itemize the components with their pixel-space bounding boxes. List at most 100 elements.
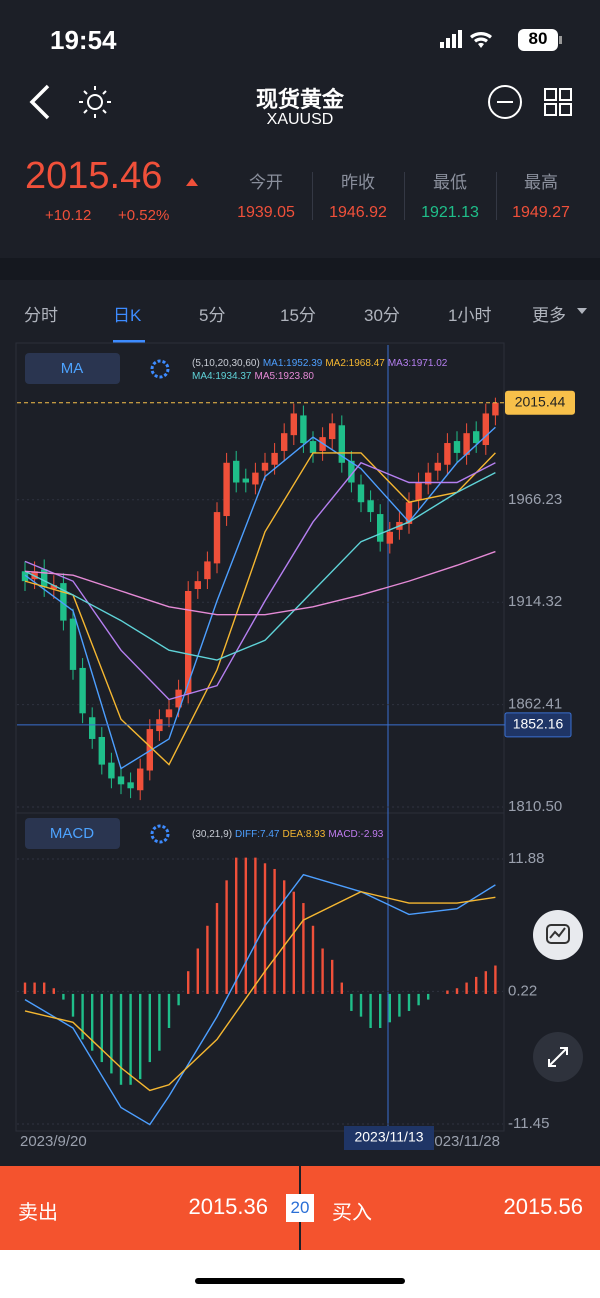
- candle-body: [79, 667, 86, 714]
- legend: (5,10,20,30,60) MA1:1952.39 MA2:1968.47 MA3…: [192, 358, 448, 369]
- candle-body: [185, 590, 192, 694]
- title: 现货黄金: [255, 87, 344, 112]
- crosshair-date: 2023/11/13: [354, 1129, 423, 1145]
- candle-body: [281, 433, 288, 451]
- macd-bar: [148, 993, 151, 1063]
- macd-bar: [167, 993, 171, 1028]
- macd-bar: [196, 948, 199, 994]
- settings-icon[interactable]: [150, 359, 170, 379]
- candle-body: [50, 585, 57, 590]
- candle-body: [377, 514, 384, 542]
- tab[interactable]: 分时: [24, 306, 58, 325]
- candle-body: [233, 460, 240, 483]
- indicator-button[interactable]: [25, 818, 120, 849]
- macd-bar: [359, 993, 363, 1017]
- macd-bar: [100, 993, 103, 1063]
- indicator-name: MACD: [50, 825, 94, 842]
- ma-line: [24, 472, 496, 661]
- indicator-button[interactable]: [25, 353, 120, 384]
- candle-body: [309, 441, 317, 453]
- macd-bar: [129, 993, 132, 1085]
- candle-body: [348, 460, 355, 483]
- candle-body: [415, 482, 422, 501]
- symbol: XAUUSD: [266, 111, 334, 128]
- buy-label[interactable]: 买入: [332, 1202, 372, 1224]
- tab[interactable]: 1小时: [448, 306, 492, 325]
- macd-bar: [33, 982, 36, 994]
- macd-bar: [369, 993, 372, 1028]
- tab[interactable]: 30分: [364, 306, 400, 325]
- macd-bar: [110, 993, 113, 1074]
- candle-body: [146, 729, 153, 771]
- macd-bar: [407, 993, 411, 1011]
- macd-bar: [81, 993, 84, 1040]
- stat-value: 1949.27: [512, 204, 570, 221]
- price: 2015.46: [25, 155, 163, 197]
- stat-label: 最高: [524, 173, 558, 192]
- macd-bar: [446, 990, 449, 994]
- macd-bar: [215, 903, 219, 994]
- tab-active[interactable]: 日K: [113, 306, 142, 325]
- settings-icon[interactable]: [150, 824, 170, 844]
- macd-bar: [292, 891, 295, 994]
- macd-bar: [62, 993, 65, 1000]
- candle-body: [444, 443, 451, 465]
- macd-bar: [43, 982, 46, 994]
- candle-body: [367, 500, 374, 513]
- candle-body: [204, 561, 211, 580]
- candle-body: [89, 717, 96, 739]
- legend: (30,21,9) DIFF:7.47 DEA:8.93 MACD:-2.93: [192, 829, 384, 840]
- up-arrow: [186, 178, 198, 186]
- candle-body: [117, 776, 125, 785]
- candle-body: [463, 433, 470, 455]
- panel: [15, 812, 505, 1132]
- macd-bar: [206, 925, 209, 994]
- macd-bar: [484, 971, 487, 994]
- macd-bar: [417, 993, 420, 1006]
- clock: 19:54: [50, 25, 117, 55]
- y-tick-label: 11.88: [508, 850, 544, 867]
- y-tick-label: 1862.41: [508, 696, 562, 713]
- macd-bar: [427, 993, 430, 1000]
- stat-value: 1921.13: [421, 204, 479, 221]
- tab[interactable]: 更多: [532, 306, 566, 325]
- tab[interactable]: 5分: [199, 306, 226, 325]
- candle-body: [405, 502, 413, 524]
- home-indicator: [195, 1278, 405, 1284]
- candle-body: [290, 413, 297, 436]
- crosshair-price-label: 1852.16: [513, 716, 564, 732]
- macd-bar: [494, 965, 497, 994]
- y-tick-label: 1810.50: [508, 798, 562, 815]
- price-tag: [505, 390, 575, 415]
- candle-body: [242, 478, 249, 483]
- buy-price[interactable]: 2015.56: [503, 1194, 583, 1219]
- divider: [312, 172, 313, 220]
- sell-label[interactable]: 卖出: [18, 1202, 58, 1224]
- macd-bar: [235, 857, 238, 994]
- candle-body: [386, 531, 393, 544]
- y-tick-label: 1914.32: [508, 593, 562, 610]
- candle-body: [425, 472, 432, 485]
- stat-label: 昨收: [341, 173, 375, 192]
- tab[interactable]: 15分: [280, 306, 316, 325]
- candle-body: [41, 569, 48, 588]
- macd-bar: [177, 993, 180, 1006]
- candle-body: [165, 709, 173, 718]
- macd-bar: [350, 993, 353, 1011]
- candle-body: [338, 425, 345, 463]
- macd-bar: [187, 971, 190, 994]
- legend: MA4:1934.37 MA5:1923.80: [192, 371, 314, 382]
- chart: MA (5,10,20,30,60) MA1:1952.39 MA2:1968.47…: [15, 342, 575, 1150]
- candle-body: [127, 782, 134, 789]
- stat-value: 1939.05: [237, 204, 295, 221]
- sell-price[interactable]: 2015.36: [188, 1194, 268, 1219]
- candle-body: [21, 571, 29, 582]
- macd-bar: [475, 976, 478, 994]
- dropdown: [577, 308, 587, 314]
- macd-bar: [388, 993, 391, 1023]
- divider: [496, 172, 497, 220]
- candle-body: [69, 618, 77, 670]
- candle-body: [473, 431, 480, 444]
- nav-icons: [29, 84, 572, 120]
